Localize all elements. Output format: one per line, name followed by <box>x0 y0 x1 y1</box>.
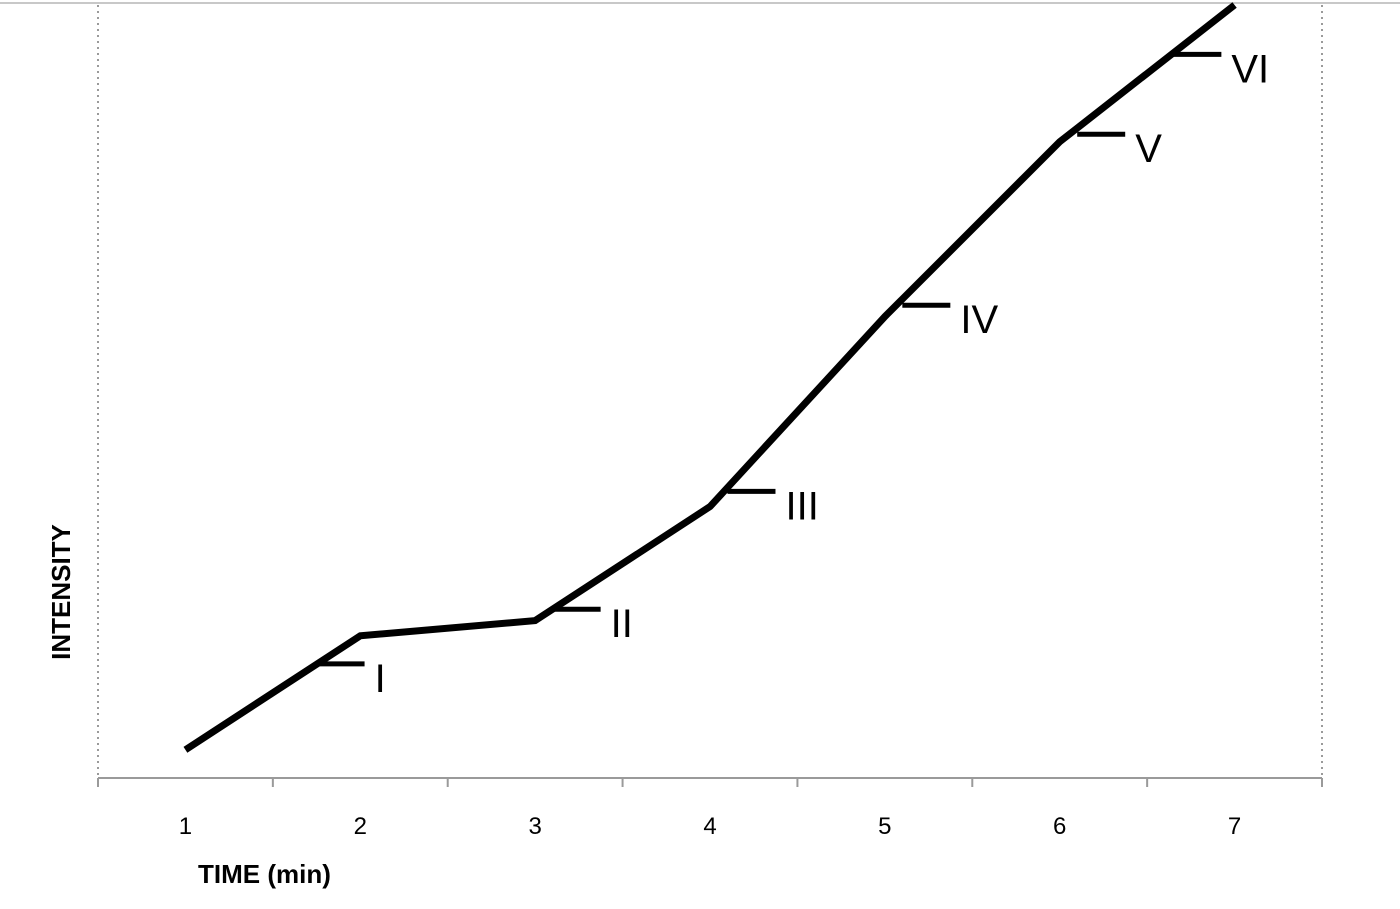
plot-frame <box>0 2 1400 779</box>
stage-label: VI <box>1231 47 1269 91</box>
stage-annotation: I <box>316 657 386 701</box>
stage-label: I <box>375 657 386 701</box>
series-group <box>183 2 1237 753</box>
stage-annotation: II <box>552 602 633 646</box>
x-axis-tick-labels: 1 2 3 4 5 6 7 <box>179 813 1242 840</box>
stage-label: II <box>611 602 633 646</box>
x-tick-label: 7 <box>1228 813 1241 840</box>
x-tick-label: 3 <box>528 813 541 840</box>
x-tick-label: 2 <box>354 813 367 840</box>
x-tick-label: 5 <box>878 813 891 840</box>
stage-annotation: IV <box>902 298 998 342</box>
x-tick-label: 1 <box>179 813 192 840</box>
stage-annotation: VI <box>1173 47 1269 91</box>
stage-label: IV <box>960 298 998 342</box>
x-tick-label: 4 <box>703 813 716 840</box>
stage-annotation: V <box>1077 127 1162 171</box>
y-axis-title: INTENSITY <box>46 524 76 660</box>
x-tick-label: 6 <box>1053 813 1066 840</box>
stage-annotation: III <box>727 484 819 528</box>
series-line <box>183 2 1237 753</box>
stage-label: V <box>1135 127 1162 171</box>
stage-label: III <box>785 484 818 528</box>
x-axis-ticks <box>97 778 1323 787</box>
x-axis-title: TIME (min) <box>198 859 331 889</box>
